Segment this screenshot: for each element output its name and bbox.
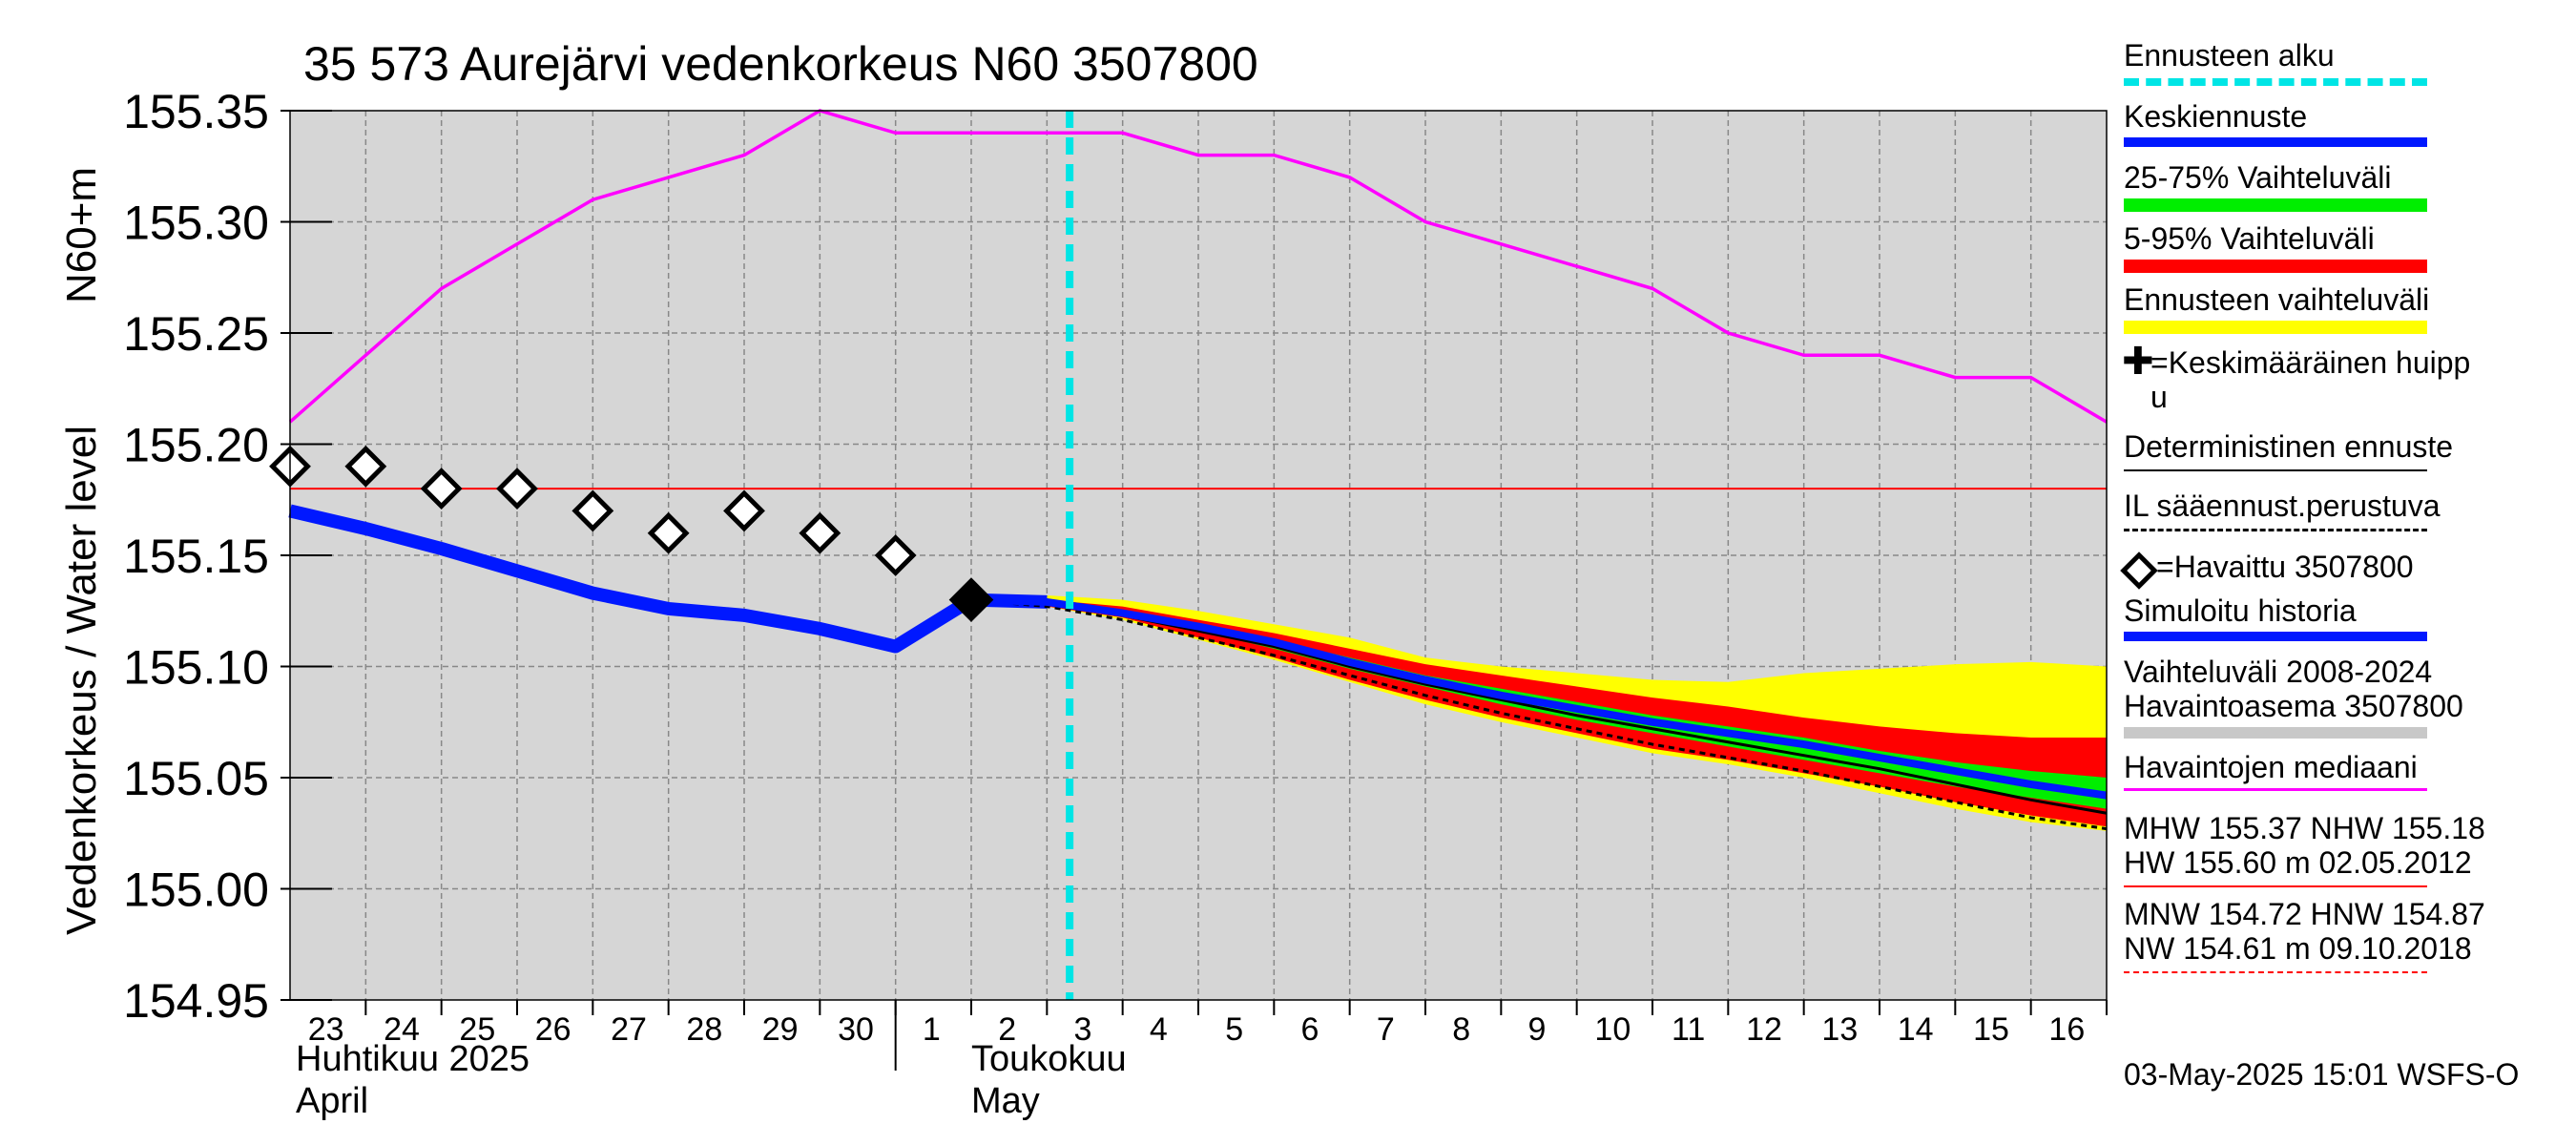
legend-range-5-95: 5-95% Vaihteluväli xyxy=(2124,221,2563,273)
observed-markers xyxy=(269,445,994,622)
diamond-icon xyxy=(2120,552,2158,590)
legend-swatch-high-stats xyxy=(2124,885,2427,887)
band-5-95 xyxy=(971,599,2107,827)
simulated-history-line xyxy=(288,504,1048,654)
legend-weather-based: IL sääennust.perustuva xyxy=(2124,489,2563,531)
x-tick-label: 14 xyxy=(1898,1011,1934,1048)
y-axis-unit: N60+m xyxy=(58,167,105,303)
y-tick-label: 155.35 xyxy=(123,85,269,138)
legend-simulated: Simuloitu historia xyxy=(2124,593,2563,641)
x-tick-label: 11 xyxy=(1672,1011,1705,1048)
footer-timestamp: 03-May-2025 15:01 WSFS-O xyxy=(2124,1057,2520,1092)
month-label-may-en: May xyxy=(971,1081,1040,1121)
y-axis-label: Vedenkorkeus / Water level xyxy=(58,426,105,935)
chart-title: 35 573 Aurejärvi vedenkorkeus N60 350780… xyxy=(303,37,1258,91)
x-tick-label: 6 xyxy=(1301,1011,1319,1048)
y-tick-label: 154.95 xyxy=(123,974,269,1028)
legend-swatch-forecast-range xyxy=(2124,321,2427,334)
x-tick-label: 15 xyxy=(1973,1011,2009,1048)
observed-point xyxy=(874,534,917,576)
legend-swatch-obs-median xyxy=(2124,788,2427,791)
observed-point xyxy=(571,489,614,532)
x-tick-label: 10 xyxy=(1594,1011,1631,1048)
y-tick-label: 155.25 xyxy=(123,307,269,361)
legend-swatch-mean-forecast xyxy=(2124,137,2427,147)
y-tick-label: 155.10 xyxy=(123,641,269,695)
x-tick-label: 9 xyxy=(1528,1011,1547,1048)
weather-based-line xyxy=(970,598,2108,831)
x-tick-label: 5 xyxy=(1225,1011,1243,1048)
x-tick-label: 28 xyxy=(686,1011,722,1048)
legend-forecast-start: Ennusteen alku xyxy=(2124,38,2563,86)
month-label-may-fi: Toukokuu xyxy=(971,1039,1127,1079)
x-tick-label: 12 xyxy=(1746,1011,1782,1048)
series-lines xyxy=(288,109,2108,1000)
legend-high-stats: MHW 155.37 NHW 155.18 HW 155.60 m 02.05.… xyxy=(2124,811,2563,887)
legend-swatch-simulated xyxy=(2124,632,2427,641)
legend-obs-median: Havaintojen mediaani xyxy=(2124,750,2563,791)
x-tick-label: 24 xyxy=(384,1011,420,1048)
observed-point xyxy=(496,468,538,510)
x-tick-label: 29 xyxy=(762,1011,799,1048)
y-tick-label: 155.15 xyxy=(123,530,269,583)
median-line xyxy=(288,109,2108,424)
y-tick-label: 155.00 xyxy=(123,864,269,917)
observed-point xyxy=(647,511,690,554)
x-tick-label: 16 xyxy=(2048,1011,2085,1048)
legend-swatch-deterministic xyxy=(2124,469,2427,471)
x-tick-label: 26 xyxy=(535,1011,571,1048)
grid xyxy=(290,111,2107,1000)
x-tick-label: 1 xyxy=(923,1011,941,1048)
x-tick-label: 25 xyxy=(459,1011,495,1048)
x-tick-label: 2 xyxy=(998,1011,1016,1048)
x-tick-label: 27 xyxy=(611,1011,647,1048)
x-tick-label: 4 xyxy=(1150,1011,1168,1048)
legend-swatch-forecast-start xyxy=(2124,78,2427,86)
observed-point xyxy=(723,489,765,532)
plus-icon: ✚ xyxy=(2122,341,2154,383)
x-tick-label: 3 xyxy=(1074,1011,1092,1048)
legend-swatch-low-stats xyxy=(2124,971,2427,973)
legend-observed: =Havaittu 3507800 xyxy=(2120,550,2576,590)
x-tick-label: 13 xyxy=(1821,1011,1858,1048)
month-label-april-en: April xyxy=(296,1081,368,1121)
y-tick-label: 155.30 xyxy=(123,197,269,250)
legend-swatch-range-25-75 xyxy=(2124,198,2427,212)
legend-swatch-hist-range xyxy=(2124,727,2427,739)
axes: 155.35 155.30 155.25 155.20 155.15 155.10 155.… xyxy=(123,85,2108,1071)
observed-point xyxy=(948,577,994,622)
observed-point xyxy=(799,511,841,554)
observed-point xyxy=(344,445,387,488)
legend-range-25-75: 25-75% Vaihteluväli xyxy=(2124,160,2563,212)
legend-hist-range: Vaihteluväli 2008-2024 Havaintoasema 350… xyxy=(2124,655,2563,739)
y-tick-label: 155.05 xyxy=(123,752,269,805)
legend-low-stats: MNW 154.72 HNW 154.87 NW 154.61 m 09.10.… xyxy=(2124,897,2563,973)
legend-deterministic: Deterministinen ennuste xyxy=(2124,429,2563,471)
y-tick-label: 155.20 xyxy=(123,419,269,472)
legend-swatch-range-5-95 xyxy=(2124,260,2427,273)
x-tick-label: 23 xyxy=(308,1011,344,1048)
legend-swatch-weather-based xyxy=(2124,529,2427,531)
observed-point xyxy=(420,468,463,510)
x-tick-label: 30 xyxy=(838,1011,874,1048)
legend-mean-forecast: Keskiennuste xyxy=(2124,99,2563,147)
x-tick-label: 8 xyxy=(1452,1011,1470,1048)
month-label-april-fi: Huhtikuu 2025 xyxy=(296,1039,530,1079)
legend-forecast-range: Ennusteen vaihteluväli xyxy=(2124,282,2563,334)
mean-forecast-line xyxy=(970,595,2108,800)
legend-mean-peak: ✚ =Keskimääräinen huipp u xyxy=(2122,341,2471,414)
x-tick-label: 7 xyxy=(1377,1011,1395,1048)
